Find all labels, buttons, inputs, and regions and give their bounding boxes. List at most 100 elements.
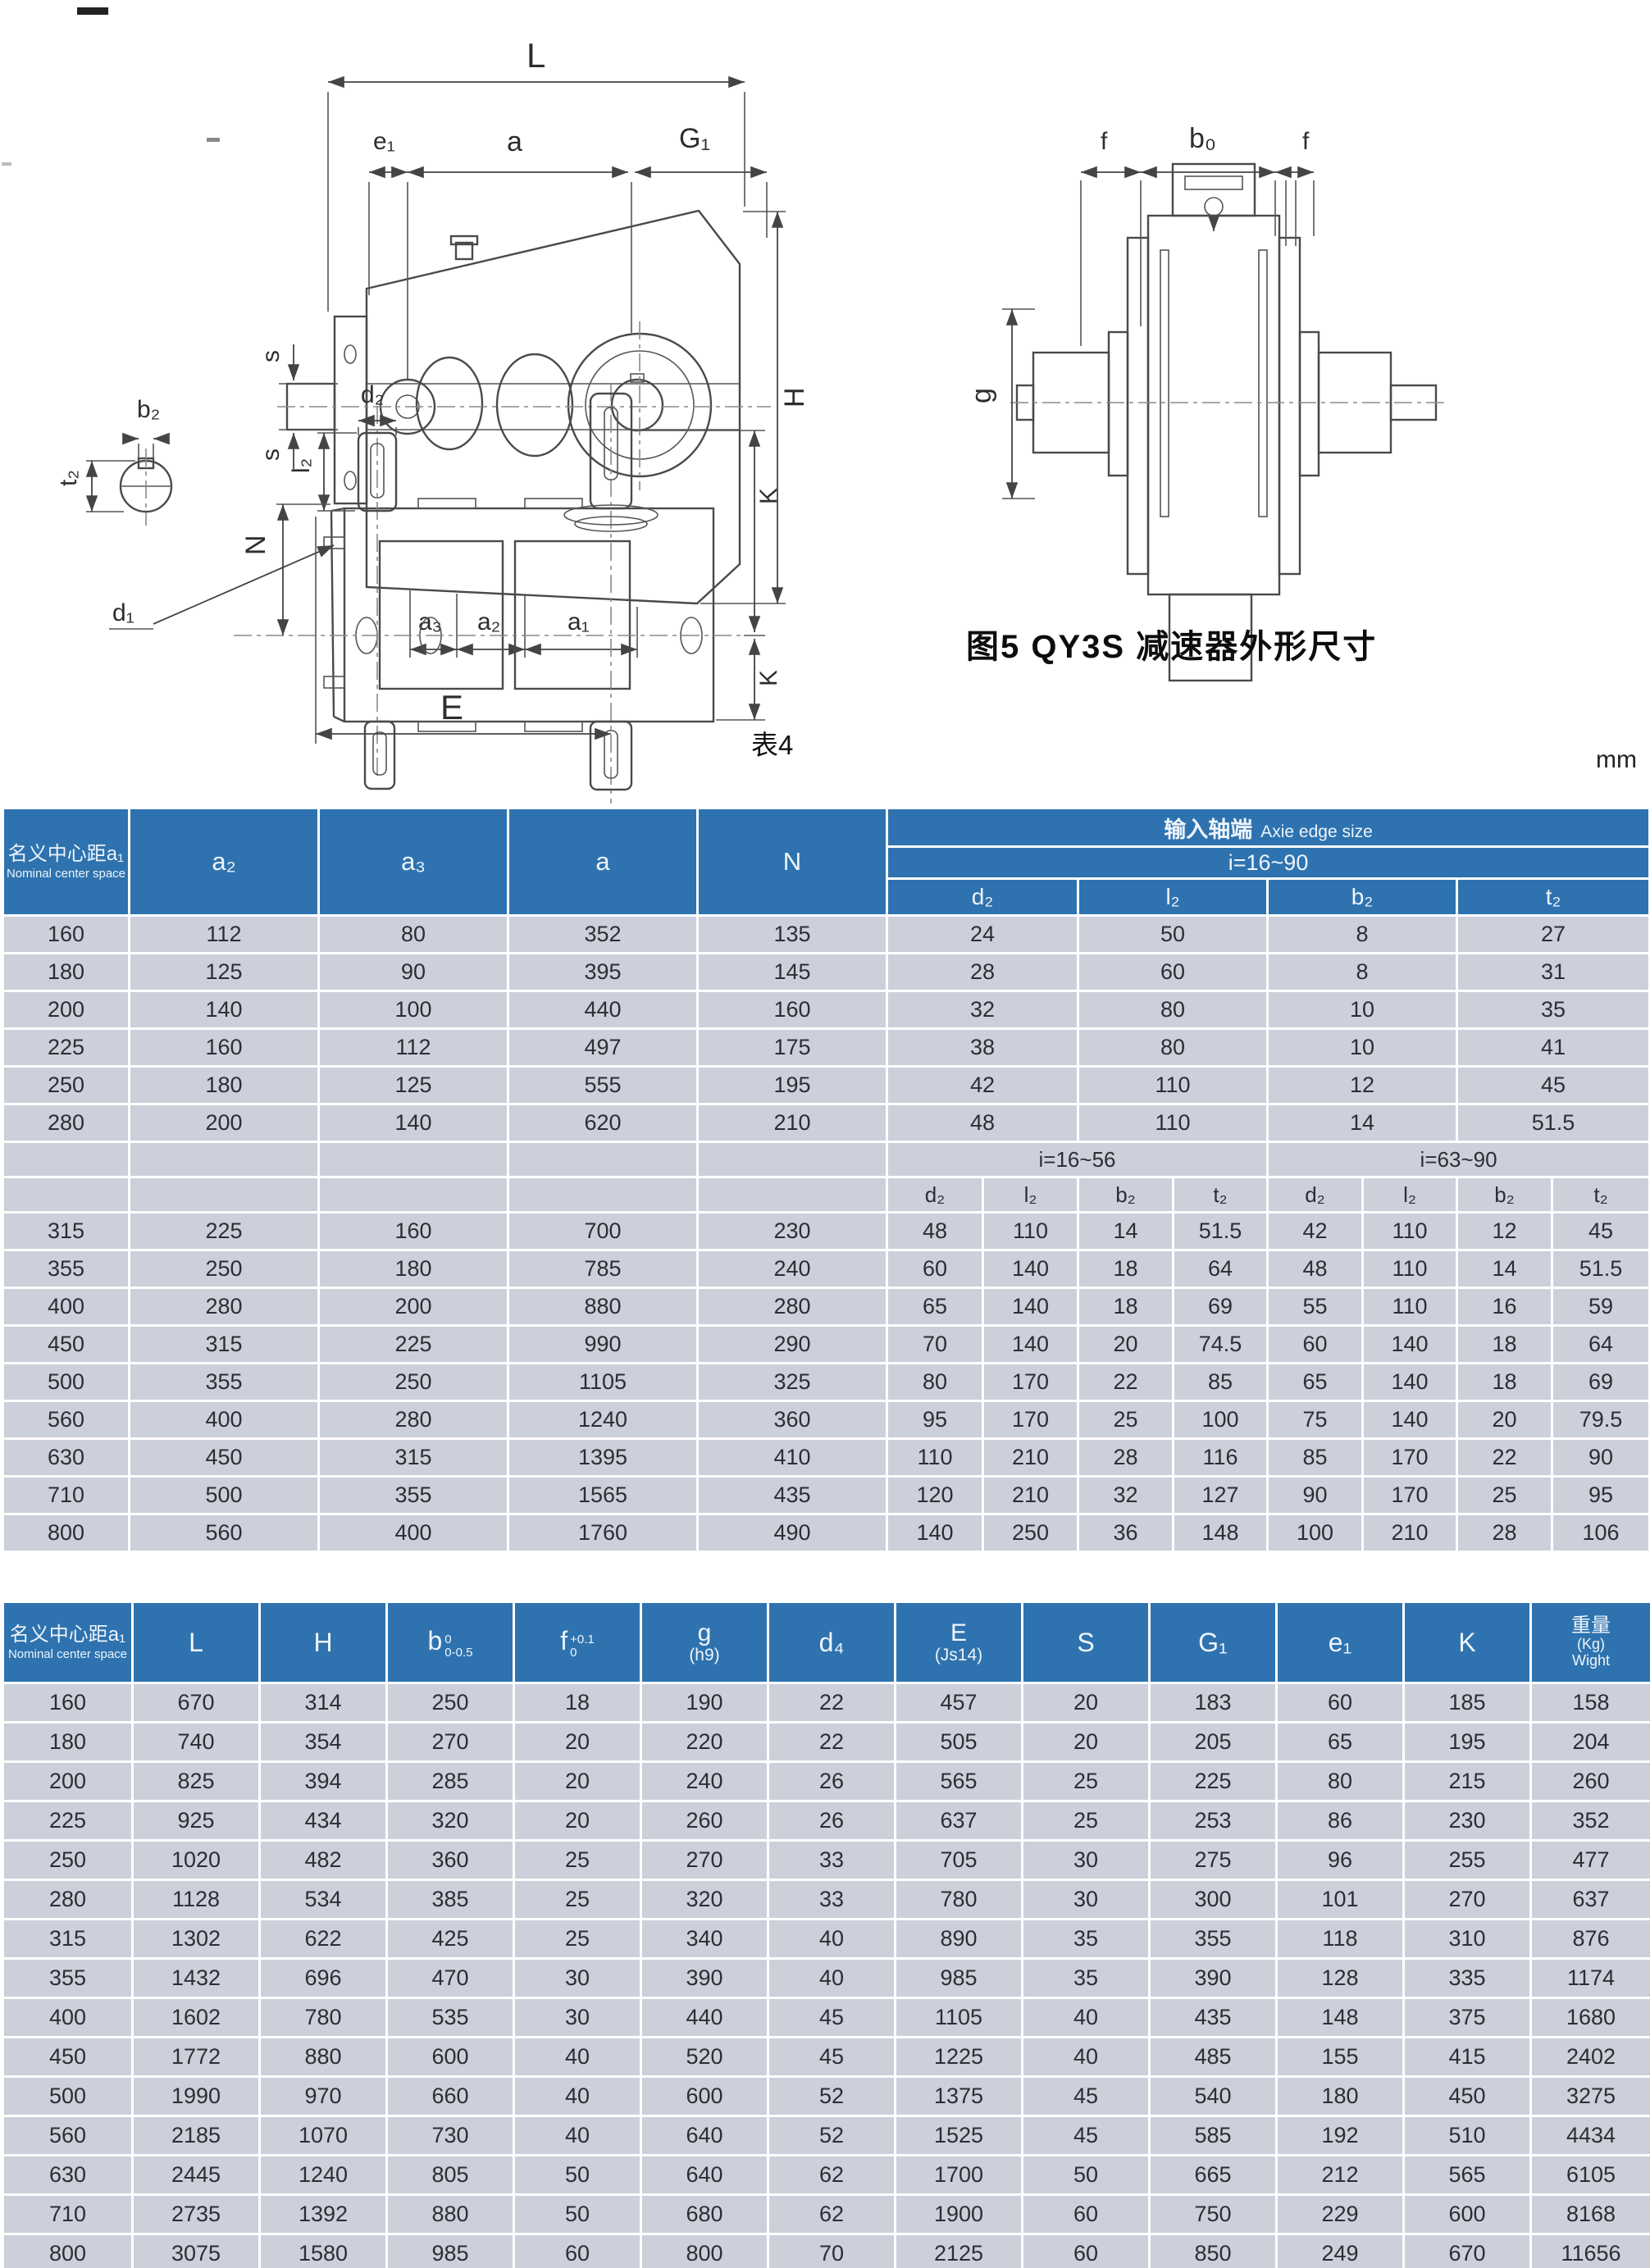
sub-col-l2: l₂ <box>1361 1176 1458 1214</box>
cell: 110 <box>1077 1103 1269 1143</box>
gear-bores <box>277 321 771 490</box>
cell: 280 <box>128 1287 320 1327</box>
cell: 800 <box>2 1513 130 1553</box>
cell: 320 <box>385 1800 515 1842</box>
cell: 12 <box>1266 1065 1458 1105</box>
cell: 1240 <box>507 1400 699 1440</box>
cell: 696 <box>258 1957 388 1999</box>
weight-kg: (Kg) <box>1576 1636 1605 1653</box>
cell: 50 <box>1021 2154 1151 2196</box>
cell: 128 <box>1275 1957 1405 1999</box>
weight-zh: 重量 <box>1571 1614 1611 1637</box>
cell: 36 <box>1077 1513 1174 1553</box>
scan-artifact <box>2 162 11 166</box>
dimension-K: K K <box>637 430 782 721</box>
col-header-nominal-center: 名义中心距a₁ Nominal center space <box>2 1601 134 1684</box>
cell: 95 <box>1550 1475 1650 1515</box>
cell: 565 <box>1402 2154 1532 2196</box>
cell: 50 <box>1077 914 1269 954</box>
cell: 229 <box>1275 2193 1405 2235</box>
ratio-range-high: i=63~90 <box>1265 1141 1650 1178</box>
cell: 20 <box>1021 1682 1151 1724</box>
dim-label-L: L <box>526 36 545 75</box>
dim-label-t2: t₂ <box>55 470 82 486</box>
cell: 880 <box>385 2193 515 2235</box>
cell: 180 <box>317 1249 509 1289</box>
cell: 1392 <box>258 2193 388 2235</box>
cell: 8 <box>1266 914 1458 954</box>
dim-label-f-left: f <box>1101 128 1108 155</box>
cell: 400 <box>128 1400 320 1440</box>
ratio-range-header: i=16~90 <box>885 845 1650 880</box>
cell: 140 <box>317 1103 509 1143</box>
cell: 85 <box>1266 1437 1364 1478</box>
cell: 22 <box>767 1721 896 1763</box>
cell: 280 <box>696 1287 888 1327</box>
cell: 390 <box>1148 1957 1278 1999</box>
col-header-d2: d₂ <box>886 877 1079 917</box>
table-row: 630 2445 1240 805 50 640 62 1700 50 665 212 565 6105 <box>2 2154 1650 2196</box>
cell: 140 <box>982 1287 1079 1327</box>
cell: 300 <box>1148 1879 1278 1920</box>
cell: 118 <box>1275 1918 1405 1960</box>
cell: 195 <box>696 1065 888 1105</box>
cell: 700 <box>507 1211 699 1251</box>
cell: 170 <box>1361 1437 1458 1478</box>
cell: 200 <box>128 1103 320 1143</box>
cell: 140 <box>128 990 320 1030</box>
cell: 400 <box>317 1513 509 1553</box>
cell: 450 <box>128 1437 320 1478</box>
cell: 260 <box>640 1800 769 1842</box>
cell: 225 <box>128 1211 320 1251</box>
col-header-en: Nominal center space <box>6 866 126 881</box>
cell: 45 <box>1455 1065 1650 1105</box>
cell: 212 <box>1275 2154 1405 2196</box>
table-row: 355 1432 696 470 30 390 40 985 35 390 128 335 1174 <box>2 1957 1650 1999</box>
dim-label-a2: a₂ <box>477 608 500 635</box>
cell: 2185 <box>131 2115 261 2156</box>
cell: 125 <box>128 952 320 992</box>
col-header-K: K <box>1402 1601 1532 1684</box>
cell: 275 <box>1148 1839 1278 1881</box>
cell: 200 <box>2 1760 134 1802</box>
cell: 210 <box>982 1437 1079 1478</box>
dim-label-E: E <box>440 688 463 726</box>
cell: 195 <box>1402 1721 1532 1763</box>
cell: 2125 <box>894 2233 1023 2268</box>
dimension-table-overall: 名义中心距a₁ Nominal center space L H b 0 0-0.5… <box>2 1601 1650 2268</box>
cell: 33 <box>767 1879 896 1920</box>
cell: 225 <box>2 1027 130 1068</box>
cell: 30 <box>1021 1839 1151 1881</box>
cell: 240 <box>640 1760 769 1802</box>
dim-label-a: a <box>507 126 522 157</box>
cell: 1432 <box>131 1957 261 1999</box>
table-row: 225 925 434 320 20 260 26 637 25 253 86 230 352 <box>2 1800 1650 1842</box>
scan-artifact <box>207 138 220 142</box>
cell: 500 <box>128 1475 320 1515</box>
cell: 190 <box>640 1682 769 1724</box>
group-header-axle-end: 输入轴端 Axie edge size <box>885 807 1650 848</box>
cell: 540 <box>1148 2075 1278 2117</box>
cell: 95 <box>886 1400 984 1440</box>
cell: 35 <box>1455 990 1650 1030</box>
cell: 355 <box>128 1362 320 1402</box>
cell: 985 <box>385 2233 515 2268</box>
table-row: 280 1128 534 385 25 320 33 780 30 300 101 270 637 <box>2 1879 1650 1920</box>
dim-label-s-bottom: s <box>258 449 285 461</box>
cell: 52 <box>767 2115 896 2156</box>
cell: 45 <box>1021 2115 1151 2156</box>
cell: 45 <box>767 1997 896 2038</box>
cell: 26 <box>767 1760 896 1802</box>
cell: 850 <box>1148 2233 1278 2268</box>
dimension-e1-a-G1: e₁ a G₁ <box>368 123 768 379</box>
cell: 51.5 <box>1550 1249 1650 1289</box>
dim-label-H: H <box>779 387 810 408</box>
cell: 637 <box>894 1800 1023 1842</box>
cell: 31 <box>1455 952 1650 992</box>
table-row: 450 315 225 990 290 70 140 20 74.5 60 140 18 64 <box>2 1324 1650 1364</box>
table-row: 355 250 180 785 240 60 140 18 64 48 110 14 51.5 <box>2 1249 1650 1289</box>
dim-label-l2: l₂ <box>288 458 315 473</box>
cell: 40 <box>513 2036 642 2078</box>
sub-col-d2: d₂ <box>1266 1176 1364 1214</box>
cell: 180 <box>128 1065 320 1105</box>
